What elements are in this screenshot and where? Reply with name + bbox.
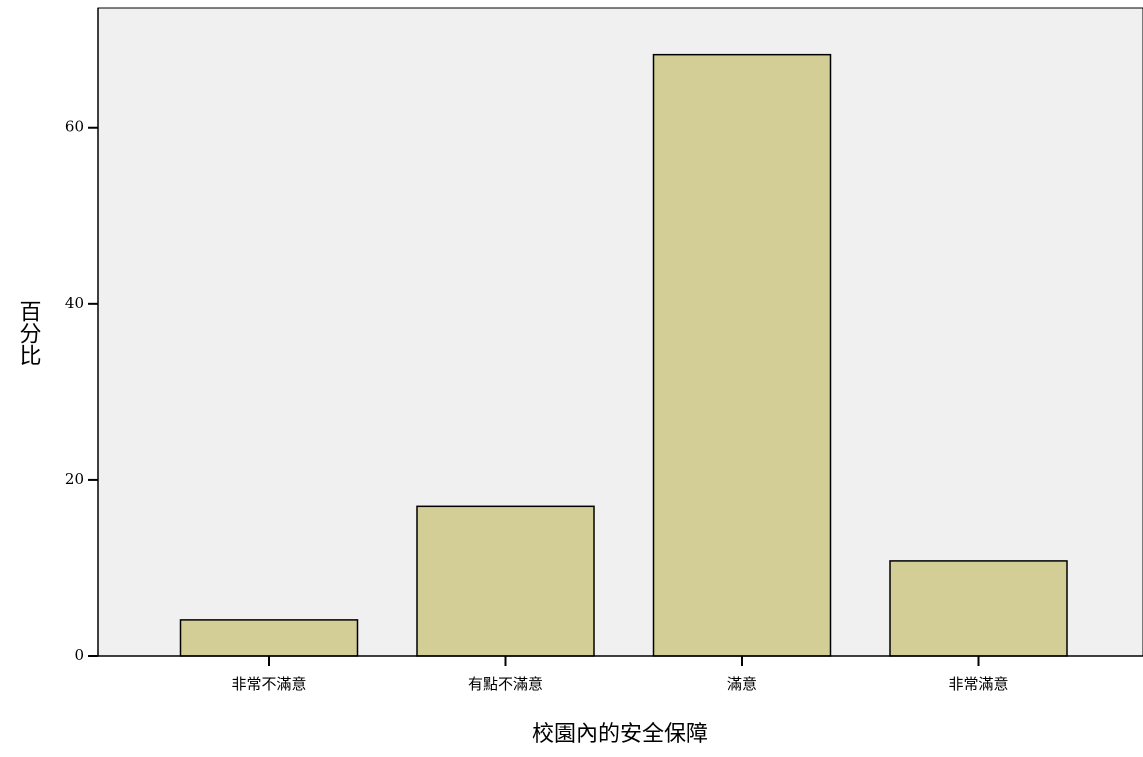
- bar: [179, 619, 359, 657]
- x-tick-label: 滿意: [727, 675, 757, 693]
- y-tick-label: 40: [65, 294, 84, 312]
- bar: [416, 505, 595, 657]
- y-tick-label: 20: [65, 470, 84, 488]
- x-tick-label: 有點不滿意: [468, 675, 543, 693]
- plot-area: [97, 7, 1143, 657]
- y-axis-label: 百分比: [16, 300, 42, 366]
- y-tick-label: 0: [74, 646, 84, 664]
- x-tick-label: 非常滿意: [948, 675, 1008, 693]
- bar: [652, 53, 832, 657]
- bar: [889, 560, 1068, 657]
- x-tick-label: 非常不滿意: [231, 675, 306, 693]
- y-tick-label: 60: [65, 118, 84, 136]
- x-axis-label: 校園內的安全保障: [532, 722, 708, 747]
